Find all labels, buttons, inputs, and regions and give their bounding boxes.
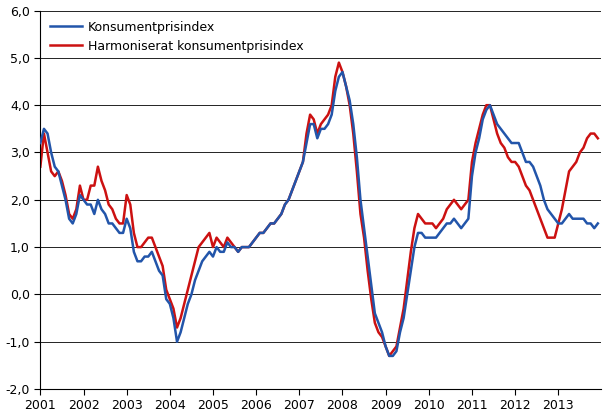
Harmoniserat konsumentprisindex — [385, 353, 393, 358]
Harmoniserat konsumentprisindex — [493, 131, 501, 136]
Konsumentprisindex — [385, 353, 393, 358]
Harmoniserat konsumentprisindex — [335, 60, 342, 65]
Konsumentprisindex — [36, 140, 44, 145]
Konsumentprisindex — [245, 245, 253, 250]
Konsumentprisindex — [429, 235, 436, 240]
Konsumentprisindex — [267, 221, 274, 226]
Harmoniserat konsumentprisindex — [594, 136, 602, 141]
Konsumentprisindex — [371, 311, 379, 316]
Line: Konsumentprisindex: Konsumentprisindex — [40, 72, 598, 356]
Harmoniserat konsumentprisindex — [429, 221, 436, 226]
Harmoniserat konsumentprisindex — [245, 245, 253, 250]
Konsumentprisindex — [594, 221, 602, 226]
Konsumentprisindex — [177, 330, 185, 335]
Legend: Konsumentprisindex, Harmoniserat konsumentprisindex: Konsumentprisindex, Harmoniserat konsume… — [47, 17, 307, 56]
Harmoniserat konsumentprisindex — [36, 164, 44, 169]
Harmoniserat konsumentprisindex — [177, 316, 185, 321]
Line: Harmoniserat konsumentprisindex: Harmoniserat konsumentprisindex — [40, 63, 598, 356]
Konsumentprisindex — [493, 122, 501, 127]
Konsumentprisindex — [339, 69, 346, 74]
Harmoniserat konsumentprisindex — [371, 320, 379, 325]
Harmoniserat konsumentprisindex — [267, 221, 274, 226]
